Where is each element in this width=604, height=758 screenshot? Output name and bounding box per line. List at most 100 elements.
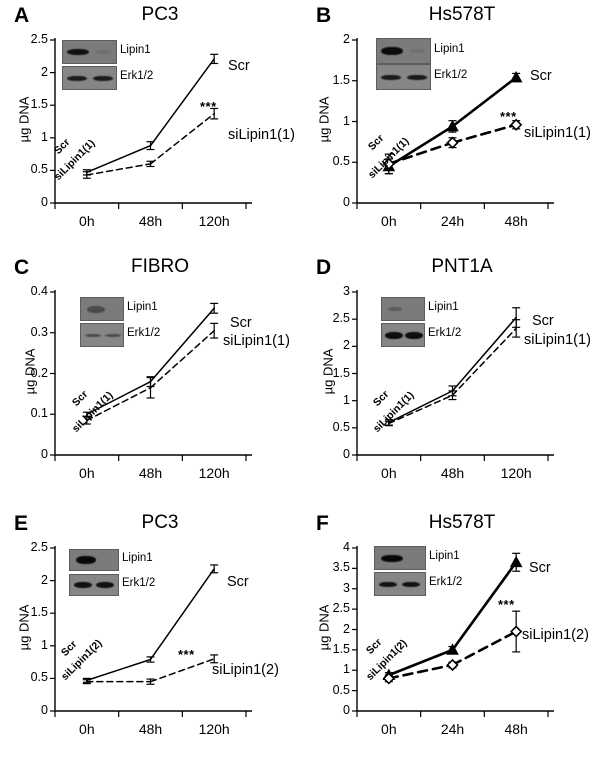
significance-marker: *** [200,99,217,114]
y-tick-label: 0.5 [30,162,48,177]
panel-a: A PC3 0 0.5 1 1.5 2 2.5 0h 48h 120h µg DNA Lipin1 Erk… [0,0,302,250]
series-label-control: Scr [529,560,551,576]
y-tick-label: 1.5 [332,641,350,656]
blot-band [385,331,403,339]
series-label-knockdown: siLipin1(1) [223,333,290,349]
y-tick-label: 0.5 [30,670,48,685]
panel-f: F Hs578T 0 0.5 1 1.5 2 2.5 3 3.5 4 0h 24h 48h µg DNA Li… [302,508,604,758]
blot-label-erk12: Erk1/2 [429,576,463,588]
y-tick-label: 2.5 [30,540,48,554]
blot-erk12 [374,572,426,596]
y-tick-label: 2 [343,32,350,46]
blot-band [407,74,427,80]
blot-band [87,305,105,313]
blot-label-lipin1: Lipin1 [122,552,153,564]
blot-label-erk12: Erk1/2 [428,327,462,339]
blot-band [67,75,87,81]
y-tick-label: 2 [41,572,48,587]
series-label-knockdown: siLipin1(1) [228,127,295,143]
plot-area [352,38,554,209]
y-tick-label: 1 [41,637,48,652]
blot-band [76,556,96,564]
x-tick-label: 48h [504,721,528,737]
blot-band [405,331,423,339]
y-tick-label: 0 [343,447,350,461]
panel-title: Hs578T [428,512,496,533]
x-tick-label: 48h [440,465,465,481]
blot-band [381,554,403,562]
y-tick-label: 0.1 [30,406,48,421]
plot-area [50,290,252,461]
blot-lipin1 [376,38,431,64]
panel-letter: D [316,256,332,279]
y-tick-label: 1 [41,129,48,144]
y-tick-label: 4 [343,540,350,554]
blot-label-erk12: Erk1/2 [120,70,154,82]
x-tick-label: 120h [198,721,230,737]
blot-band [388,307,402,311]
panel-letter: F [316,512,329,535]
y-tick-label: 0.4 [30,284,48,298]
y-tick-label: 1 [343,113,350,128]
y-tick-label: 0.5 [332,419,350,434]
series-label-knockdown: siLipin1(2) [212,662,279,678]
y-tick-label: 1 [343,392,350,407]
panel-title: PNT1A [431,256,493,277]
y-tick-label: 0.5 [332,154,350,169]
blot-lipin1 [374,546,426,570]
plot-area [352,546,554,717]
x-tick-label: 120h [500,465,532,481]
x-tick-label: 24h [440,213,465,229]
y-tick-label: 2.5 [30,32,48,46]
blot-band [105,333,121,337]
panel-e: E PC3 0 0.5 1 1.5 2 2.5 0h 48h 120h µg DNA Lipin1 Erk… [0,508,302,758]
series-label-control: Scr [230,315,252,331]
blot-erk12 [69,574,119,596]
y-tick-label: 0.5 [332,682,350,697]
blot-lipin1 [381,297,425,321]
significance-marker: *** [178,647,195,662]
blot-label-erk12: Erk1/2 [127,327,161,339]
blot-label-lipin1: Lipin1 [127,301,158,313]
blot-lipin1 [62,40,117,64]
y-axis-label: µg DNA [16,604,32,650]
blot-band [402,581,420,587]
y-tick-label: 3 [343,580,350,595]
y-tick-label: 3.5 [332,560,350,575]
y-tick-label: 0.3 [30,324,48,339]
y-tick-label: 0 [41,703,48,717]
panel-title: FIBRO [130,256,190,277]
plot-area [352,290,554,461]
series-label-knockdown: siLipin1(2) [522,627,589,643]
x-tick-label: 24h [440,721,465,737]
plot-area [50,546,252,717]
x-tick-label: 0h [79,721,95,737]
y-tick-label: 1.5 [30,605,48,620]
blot-band [67,49,89,55]
y-tick-label: 0 [343,703,350,717]
y-tick-label: 3 [343,284,350,298]
panel-letter: C [14,256,30,279]
blot-band [381,74,401,80]
y-tick-label: 1.5 [332,72,350,87]
y-axis-label: µg DNA [316,96,332,142]
panel-letter: A [14,4,30,27]
x-tick-label: 48h [504,213,528,229]
significance-marker: *** [498,597,515,612]
x-tick-label: 48h [138,213,163,229]
panel-b: B Hs578T 0 0.5 1 1.5 2 0h 24h 48h µg DNA Lipin1 Erk1… [302,0,604,250]
blot-band [381,47,403,55]
series-label-knockdown: siLipin1(1) [524,125,591,141]
blot-lipin1 [69,549,119,571]
blot-band [74,582,92,588]
y-axis-label: µg DNA [22,348,38,394]
blot-erk12 [376,64,431,90]
series-label-control: Scr [227,574,249,590]
y-tick-label: 2.5 [332,311,350,326]
panel-c: C FIBRO 0 0.1 0.2 0.3 0.4 0h 48h 120h µg DNA Lipin1… [0,252,302,502]
y-tick-label: 0 [41,195,48,209]
blot-erk12 [80,323,124,347]
x-tick-label: 0h [381,213,397,229]
panel-d: D PNT1A 0 0.5 1 1.5 2 2.5 3 0h 48h 120h µg DNA Lipin1… [302,252,604,502]
